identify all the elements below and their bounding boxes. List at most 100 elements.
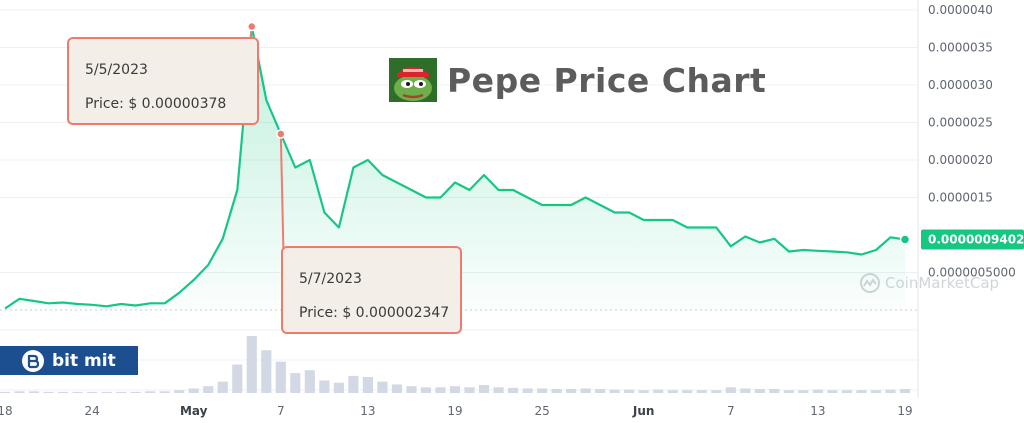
volume-bar <box>507 387 519 393</box>
coinmarketcap-icon <box>860 273 880 293</box>
volume-bar <box>754 389 765 393</box>
volume-bar <box>203 386 214 393</box>
volume-bar <box>174 390 185 393</box>
volume-bar <box>769 389 780 393</box>
x-tick-label: 18 <box>0 404 13 418</box>
volume-bar <box>232 364 243 393</box>
volume-bar <box>638 390 649 393</box>
x-tick-label: 24 <box>84 404 99 418</box>
y-tick-label: 0.0000020 <box>928 153 993 167</box>
volume-bar <box>246 336 257 393</box>
volume-bar <box>841 390 853 393</box>
volume-bar <box>595 389 606 393</box>
annotation-date: 5/5/2023 <box>85 62 148 78</box>
volume-bar <box>72 391 83 393</box>
current-price-text: 0.0000009402 <box>928 232 1024 246</box>
volume-bar <box>478 385 490 393</box>
volume-bar <box>377 381 388 393</box>
y-tick-label: 0.0000030 <box>928 78 993 92</box>
bitmit-badge: bit mit <box>0 346 138 375</box>
chart-header: Pepe Price Chart <box>389 58 766 102</box>
y-tick-label: 0.0000035 <box>928 41 993 55</box>
volume-bar <box>304 370 315 393</box>
volume-bar <box>464 387 475 393</box>
annotation-callout-peak: 5/5/2023 Price: $ 0.00000378 <box>67 37 259 125</box>
x-tick-label: 13 <box>810 404 825 418</box>
x-tick-label: 19 <box>897 404 912 418</box>
volume-bar <box>188 388 199 393</box>
volume-bar <box>116 391 127 393</box>
volume-bar <box>159 391 170 393</box>
volume-bar <box>798 390 809 393</box>
volume-bar <box>653 389 664 393</box>
price-area-fill <box>5 26 905 310</box>
x-tick-label: 7 <box>727 404 735 418</box>
x-axis-ticks: 18 24 May 7 13 19 25 Jun 7 13 19 <box>0 404 913 418</box>
volume-bar <box>87 391 98 393</box>
volume-bar <box>130 391 141 393</box>
volume-bar <box>551 389 562 393</box>
watermark-text: CoinMarketCap <box>885 274 1000 292</box>
volume-bar <box>449 386 461 393</box>
volume-bar <box>609 389 620 393</box>
price-series-line <box>4 25 906 310</box>
annotation-markers <box>247 21 286 139</box>
bitmit-logo-icon <box>22 349 44 372</box>
chart-title: Pepe Price Chart <box>447 60 767 100</box>
volume-bar <box>537 388 548 393</box>
volume-bar <box>28 391 40 393</box>
volume-bar <box>261 350 272 393</box>
volume-bar <box>624 389 635 393</box>
volume-bar <box>217 381 228 393</box>
volume-bar <box>391 384 403 393</box>
x-tick-label: 19 <box>447 404 462 418</box>
x-tick-month-label: Jun <box>632 404 655 418</box>
volume-bar <box>406 386 417 393</box>
y-tick-label: 0.0000040 <box>928 3 993 17</box>
annotation-price: Price: $ 0.000002347 <box>299 305 450 321</box>
coinmarketcap-watermark: CoinMarketCap <box>859 272 999 294</box>
volume-bar <box>333 382 344 393</box>
volume-bar <box>783 390 794 393</box>
x-tick-label: 7 <box>277 404 285 418</box>
volume-bar <box>566 389 577 393</box>
y-axis-ticks: 0.0000005000 0.0000015 0.0000020 0.0000025 0… <box>928 3 1016 280</box>
volume-bar <box>812 389 823 393</box>
annotation-date: 5/7/2023 <box>299 271 362 287</box>
volume-bar <box>14 391 25 393</box>
volume-bar <box>290 373 301 393</box>
annotation-price: Price: $ 0.00000378 <box>85 96 227 112</box>
volume-bar <box>827 390 838 393</box>
annotation-marker <box>247 21 257 32</box>
volume-bar <box>870 390 882 393</box>
volume-bar <box>856 390 867 393</box>
volume-bar <box>711 390 722 393</box>
volume-bar <box>362 377 373 393</box>
volume-bar <box>725 387 736 393</box>
annotation-callout-secondary: 5/7/2023 Price: $ 0.000002347 <box>281 246 462 334</box>
volume-bar <box>682 390 693 393</box>
volume-bar <box>885 389 896 393</box>
x-tick-label: 13 <box>360 404 375 418</box>
volume-bar <box>145 391 156 393</box>
volume-bar <box>522 388 533 393</box>
volume-bar <box>420 387 432 393</box>
volume-bar <box>275 361 286 393</box>
volume-bar <box>57 391 69 393</box>
volume-bars <box>0 336 911 393</box>
volume-bar <box>0 391 11 393</box>
pepe-frog-icon <box>389 58 437 102</box>
volume-bar <box>101 391 112 393</box>
volume-bar <box>696 390 707 393</box>
volume-bar <box>667 390 678 393</box>
current-price-label: 0.0000009402 <box>921 229 1024 250</box>
volume-bar <box>435 387 446 393</box>
y-tick-label: 0.0000015 <box>928 191 993 205</box>
volume-bar <box>740 388 751 393</box>
y-tick-label: 0.0000005000 <box>928 266 1016 280</box>
y-tick-label: 0.0000025 <box>928 116 993 130</box>
volume-bar <box>493 387 504 393</box>
volume-bar <box>899 389 911 393</box>
x-tick-month-label: May <box>180 404 208 418</box>
